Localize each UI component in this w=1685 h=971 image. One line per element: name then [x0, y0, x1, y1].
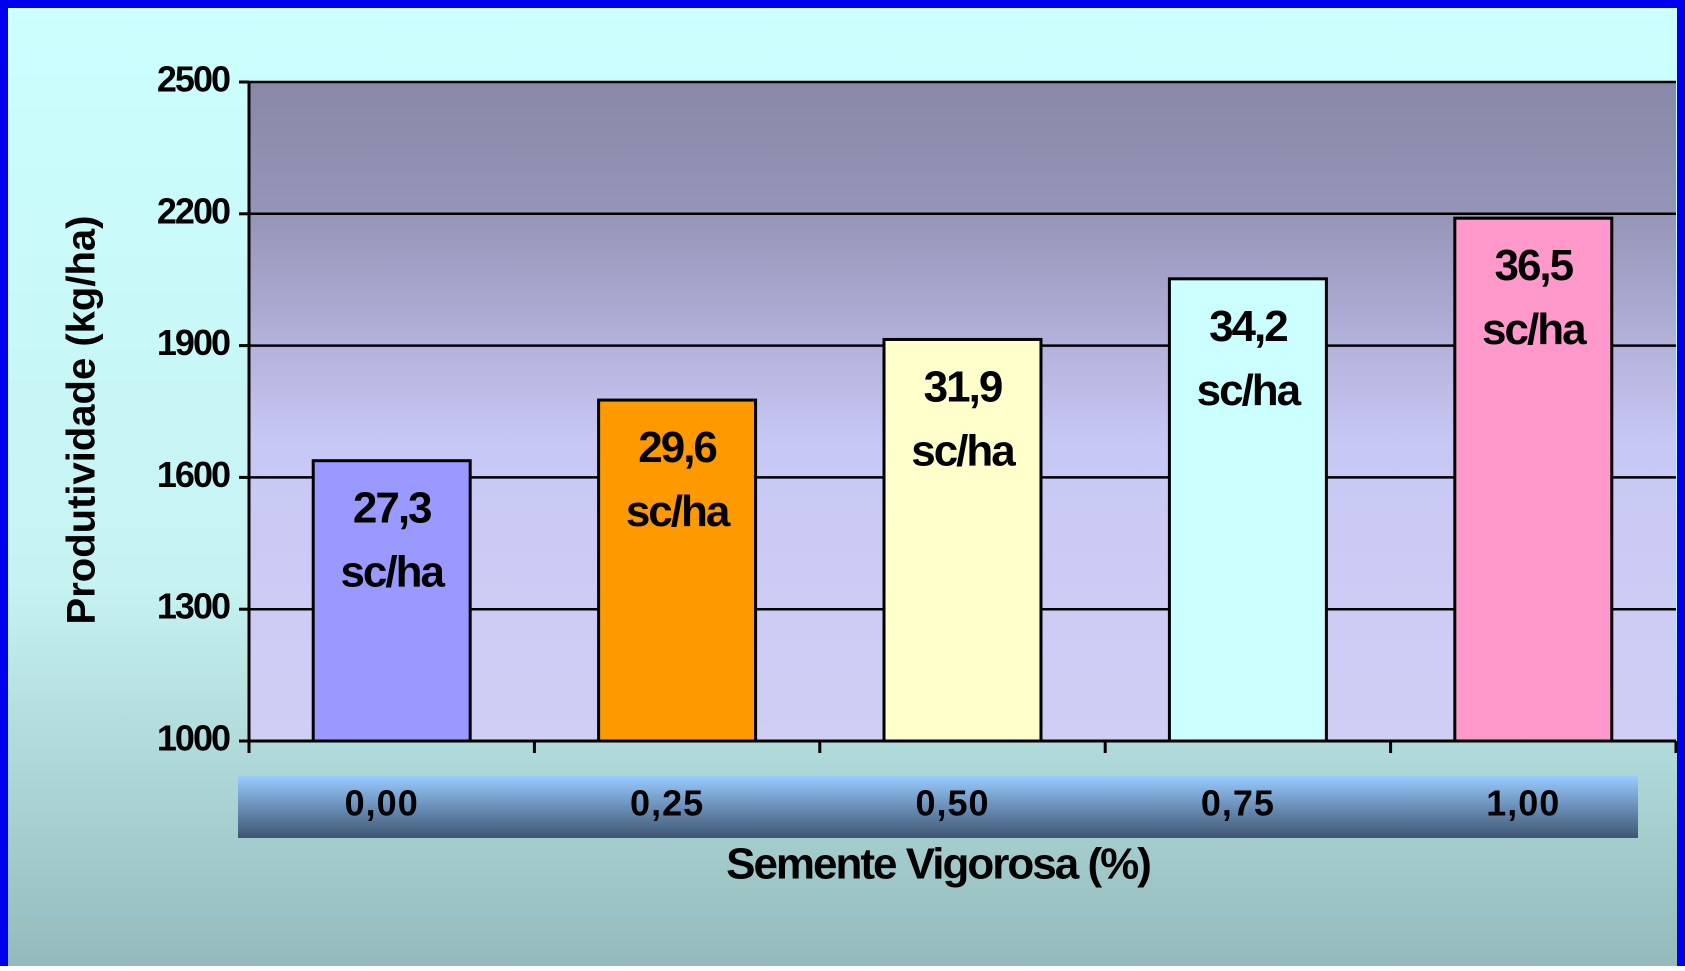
category-strip [238, 776, 1638, 838]
y-tick-label: 2200 [157, 190, 230, 231]
bar [311, 459, 472, 743]
value-label: 36,5 sc/ha [1482, 241, 1587, 354]
bar [1453, 216, 1614, 743]
y-axis-title: Produtividade (kg/ha) [60, 216, 104, 625]
x-tick-label: 0,25 [630, 783, 704, 824]
y-tick-label: 2500 [157, 59, 230, 100]
bar [1167, 277, 1328, 743]
x-tick-label: 0,75 [1201, 783, 1275, 824]
y-tick-label: 1900 [157, 322, 230, 363]
y-tick-label: 1000 [157, 718, 230, 759]
y-tick-label: 1300 [157, 586, 230, 627]
value-label: 29,6 sc/ha [626, 423, 731, 536]
value-label: 27,3 sc/ha [340, 483, 445, 596]
x-axis-title: Semente Vigorosa (%) [726, 840, 1150, 889]
bar [597, 398, 758, 743]
y-tick-label: 1600 [157, 454, 230, 495]
bar [882, 337, 1043, 743]
x-tick-label: 0,50 [915, 783, 989, 824]
x-tick-label: 1,00 [1486, 783, 1560, 824]
x-tick-label: 0,00 [345, 783, 419, 824]
value-label: 34,2 sc/ha [1197, 301, 1302, 414]
value-label: 31,9 sc/ha [911, 362, 1016, 475]
